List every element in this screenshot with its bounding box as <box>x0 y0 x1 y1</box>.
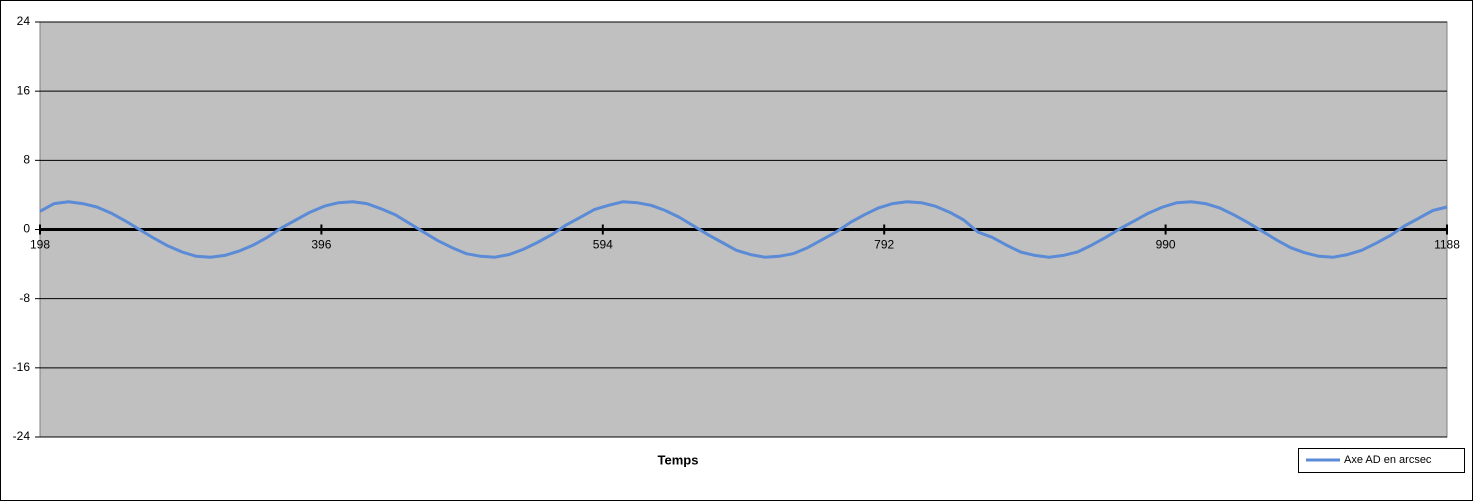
y-tick-label: -24 <box>13 429 31 443</box>
data-line <box>39 200 1448 259</box>
y-tick-label: -8 <box>19 291 30 305</box>
x-tick-label: 792 <box>874 238 894 252</box>
y-tick-label: 24 <box>17 14 31 28</box>
y-tick-label: 8 <box>23 153 30 167</box>
x-tick-label: 594 <box>593 238 613 252</box>
y-tick-label: 0 <box>23 222 30 236</box>
y-tick-label: 16 <box>17 83 31 97</box>
x-tick-label: 990 <box>1156 238 1176 252</box>
x-tick-label: 396 <box>311 238 331 252</box>
x-axis-label: Temps <box>658 452 699 467</box>
y-tick-label: -16 <box>13 360 31 374</box>
x-tick-label: 198 <box>30 238 50 252</box>
legend-label: Axe AD en arcsec <box>1344 454 1432 466</box>
x-tick-label: 1188 <box>1434 238 1460 252</box>
